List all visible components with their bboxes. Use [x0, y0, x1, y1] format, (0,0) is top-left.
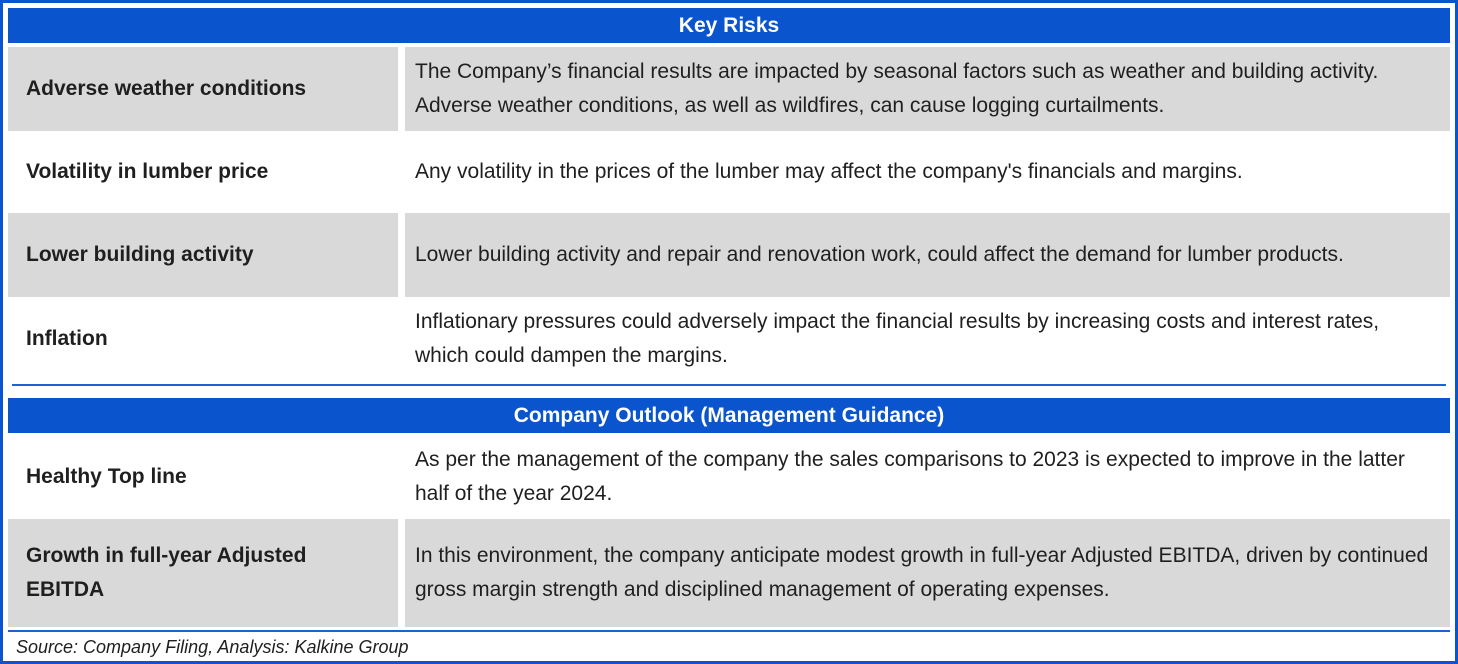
table-row: Growth in full-year Adjusted EBITDA In t…	[8, 519, 1450, 627]
company-outlook-header: Company Outlook (Management Guidance)	[8, 398, 1450, 433]
table-row: Healthy Top line As per the management o…	[8, 437, 1450, 517]
risk-label-inflation: Inflation	[8, 299, 398, 379]
risk-label-adverse-weather: Adverse weather conditions	[8, 47, 398, 131]
risk-label-lumber-volatility: Volatility in lumber price	[8, 133, 398, 211]
table-row: Volatility in lumber price Any volatilit…	[8, 133, 1450, 211]
risk-description-building-activity: Lower building activity and repair and r…	[405, 213, 1450, 297]
outlook-label-ebitda-growth: Growth in full-year Adjusted EBITDA	[8, 519, 398, 627]
risk-description-adverse-weather: The Company’s financial results are impa…	[405, 47, 1450, 131]
table-row: Inflation Inflationary pressures could a…	[8, 299, 1450, 379]
risk-label-building-activity: Lower building activity	[8, 213, 398, 297]
source-attribution: Source: Company Filing, Analysis: Kalkin…	[16, 637, 409, 657]
footer-divider	[8, 630, 1450, 632]
risk-description-lumber-volatility: Any volatility in the prices of the lumb…	[405, 133, 1450, 211]
outlook-description-top-line: As per the management of the company the…	[405, 437, 1450, 517]
risk-description-inflation: Inflationary pressures could adversely i…	[405, 299, 1450, 379]
table-row: Lower building activity Lower building a…	[8, 213, 1450, 297]
section-divider	[12, 384, 1446, 386]
table-row: Adverse weather conditions The Company’s…	[8, 47, 1450, 131]
key-risks-title: Key Risks	[678, 13, 780, 37]
outlook-description-ebitda-growth: In this environment, the company anticip…	[405, 519, 1450, 627]
company-outlook-title: Company Outlook (Management Guidance)	[513, 403, 945, 427]
outlook-label-top-line: Healthy Top line	[8, 437, 398, 517]
key-risks-header: Key Risks	[8, 8, 1450, 43]
